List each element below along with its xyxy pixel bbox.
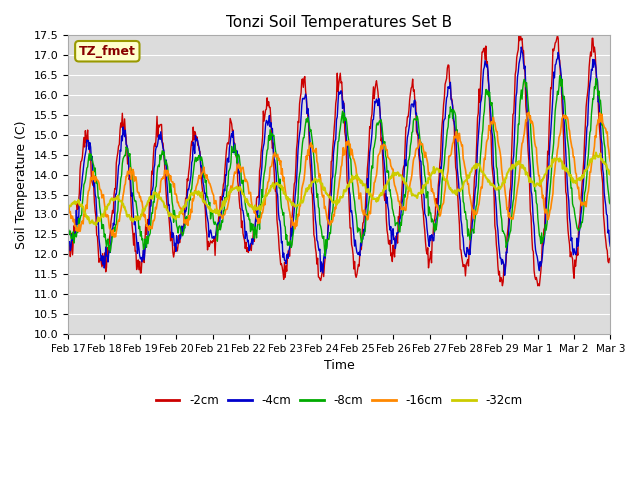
-32cm — [186, 194, 193, 200]
-32cm — [406, 187, 413, 192]
Legend: -2cm, -4cm, -8cm, -16cm, -32cm: -2cm, -4cm, -8cm, -16cm, -32cm — [151, 389, 527, 411]
-32cm — [64, 206, 72, 212]
-32cm — [592, 150, 600, 156]
-8cm — [321, 253, 329, 259]
-32cm — [92, 222, 100, 228]
-4cm — [517, 44, 525, 50]
-8cm — [185, 208, 193, 214]
-32cm — [214, 209, 222, 215]
-16cm — [74, 228, 82, 234]
-8cm — [556, 73, 564, 79]
-8cm — [422, 176, 429, 182]
-16cm — [406, 184, 413, 190]
-8cm — [607, 201, 614, 207]
-16cm — [607, 158, 614, 164]
-2cm — [421, 228, 429, 233]
-4cm — [74, 215, 82, 220]
-8cm — [406, 152, 413, 158]
Line: -2cm: -2cm — [68, 36, 611, 286]
-16cm — [131, 178, 138, 184]
Y-axis label: Soil Temperature (C): Soil Temperature (C) — [15, 120, 28, 249]
-2cm — [185, 169, 193, 175]
Title: Tonzi Soil Temperatures Set B: Tonzi Soil Temperatures Set B — [226, 15, 452, 30]
-4cm — [130, 216, 138, 221]
-2cm — [64, 255, 72, 261]
-2cm — [74, 206, 82, 212]
-8cm — [214, 238, 221, 244]
-4cm — [501, 273, 509, 278]
-4cm — [64, 238, 72, 243]
-16cm — [422, 149, 429, 155]
-4cm — [421, 211, 429, 216]
-2cm — [130, 242, 138, 248]
-16cm — [110, 234, 118, 240]
Line: -8cm: -8cm — [68, 76, 611, 256]
-32cm — [74, 200, 82, 205]
-16cm — [214, 211, 222, 216]
-32cm — [131, 216, 138, 222]
-16cm — [64, 207, 72, 213]
-32cm — [607, 170, 614, 176]
X-axis label: Time: Time — [324, 359, 355, 372]
-2cm — [534, 283, 541, 288]
-16cm — [525, 109, 532, 115]
-2cm — [607, 256, 614, 262]
-4cm — [214, 222, 221, 228]
Text: TZ_fmet: TZ_fmet — [79, 45, 136, 58]
-32cm — [422, 182, 429, 188]
-4cm — [405, 126, 413, 132]
-8cm — [64, 232, 72, 238]
-4cm — [607, 243, 614, 249]
Line: -4cm: -4cm — [68, 47, 611, 276]
-2cm — [214, 227, 221, 232]
-8cm — [130, 192, 138, 198]
-16cm — [186, 217, 193, 223]
Line: -32cm: -32cm — [68, 153, 611, 225]
-2cm — [515, 33, 523, 38]
-2cm — [405, 108, 413, 113]
-8cm — [74, 229, 82, 235]
-4cm — [185, 187, 193, 192]
Line: -16cm: -16cm — [68, 112, 611, 237]
